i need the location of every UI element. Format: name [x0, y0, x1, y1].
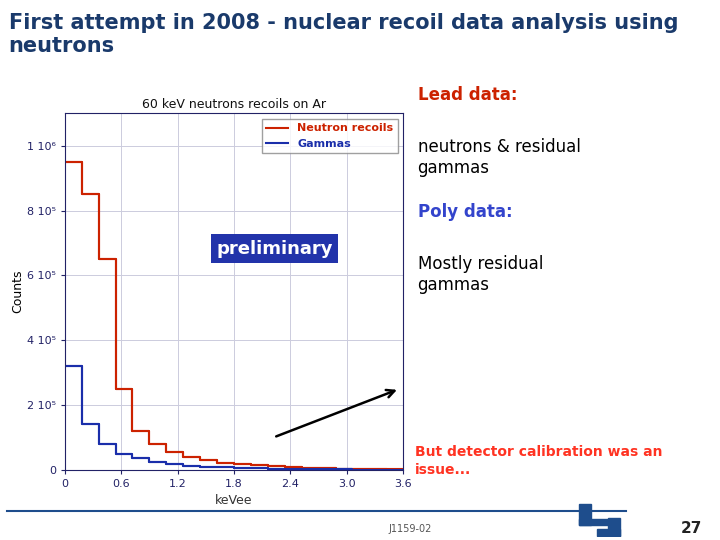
Bar: [579, 504, 591, 525]
Text: J1159-02: J1159-02: [389, 524, 432, 534]
Text: Lead data:: Lead data:: [418, 86, 517, 104]
Text: Mostly residual
gammas: Mostly residual gammas: [418, 255, 543, 294]
Text: neutrons & residual
gammas: neutrons & residual gammas: [418, 138, 580, 177]
Bar: [579, 519, 612, 525]
Text: But detector calibration was an
issue...: But detector calibration was an issue...: [415, 444, 662, 477]
X-axis label: keVee: keVee: [215, 495, 253, 508]
Bar: [597, 529, 620, 536]
Text: First attempt in 2008 - nuclear recoil data analysis using
neutrons: First attempt in 2008 - nuclear recoil d…: [9, 12, 678, 56]
Y-axis label: Counts: Counts: [11, 270, 24, 313]
Text: Momenta comparable to what
is needed for coherent scatter: Momenta comparable to what is needed for…: [415, 380, 625, 412]
Text: Poly data:: Poly data:: [418, 203, 512, 221]
Text: Result 8 keVr, 1.8 keVee  recoil: Result 8 keVr, 1.8 keVee recoil: [415, 323, 659, 338]
Legend: Neutron recoils, Gammas: Neutron recoils, Gammas: [261, 119, 397, 153]
Text: 27: 27: [680, 521, 702, 536]
Bar: [608, 518, 620, 536]
Text: preliminary: preliminary: [216, 240, 333, 258]
Title: 60 keV neutrons recoils on Ar: 60 keV neutrons recoils on Ar: [142, 98, 326, 111]
